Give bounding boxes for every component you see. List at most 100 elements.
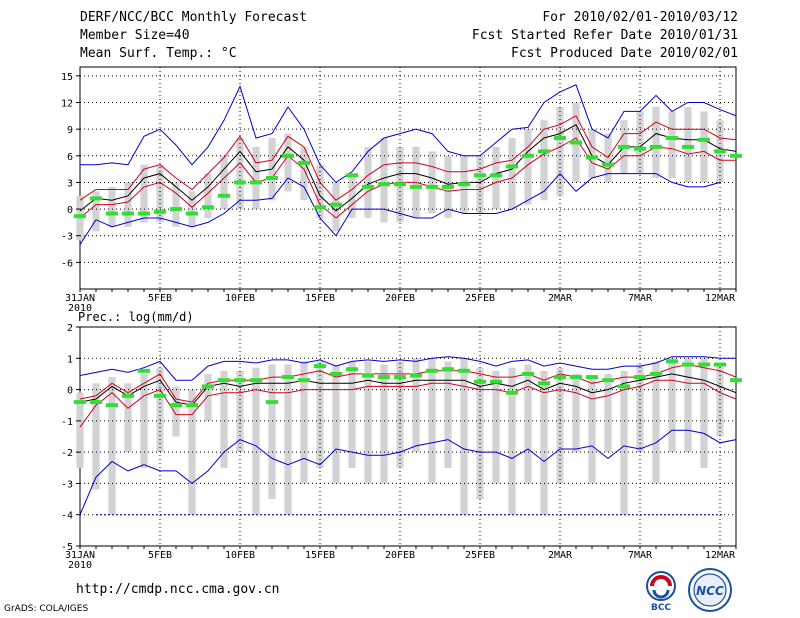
observed-mark [410, 184, 422, 189]
observed-mark [602, 162, 614, 167]
upper-spread-line [79, 363, 737, 403]
observed-mark [74, 214, 86, 219]
observed-mark [138, 211, 150, 216]
observed-mark [90, 196, 102, 201]
observed-mark [570, 375, 582, 380]
x-tick-label: 10FEB [225, 293, 255, 304]
ensemble-bar [172, 182, 180, 227]
ensemble-bar [380, 138, 388, 223]
observed-mark [554, 375, 566, 380]
y-tick-label: -3 [61, 479, 73, 490]
ensemble-bar [412, 358, 420, 453]
observed-mark [106, 211, 118, 216]
observed-mark [202, 384, 214, 389]
observed-mark [570, 140, 582, 145]
observed-mark [426, 368, 438, 373]
ensemble-bar [604, 373, 612, 453]
observed-mark [74, 400, 86, 405]
observed-mark [682, 362, 694, 367]
y-tick-label: -5 [61, 542, 73, 553]
ensemble-bar [300, 361, 308, 484]
ensemble-bar [364, 361, 372, 484]
observed-mark [282, 153, 294, 158]
y-tick-label: 12 [61, 99, 73, 110]
x-tick-label: 10FEB [225, 550, 255, 561]
observed-mark [618, 384, 630, 389]
ensemble-bar [572, 373, 580, 453]
observed-mark [602, 378, 614, 383]
y-tick-label: 2 [67, 323, 73, 334]
observed-mark [330, 202, 342, 207]
observed-mark [682, 144, 694, 149]
ensemble-bar [220, 370, 228, 468]
plot-frame [79, 66, 737, 290]
observed-mark [330, 371, 342, 376]
y-tick-label: 15 [61, 72, 73, 83]
observed-mark [362, 373, 374, 378]
y-tick-label: -3 [61, 232, 73, 243]
ensemble-bar [124, 182, 132, 227]
observed-mark [442, 367, 454, 372]
observed-mark [362, 184, 374, 189]
observed-mark [234, 180, 246, 185]
observed-mark [538, 149, 550, 154]
observed-mark [474, 379, 486, 384]
observed-mark [666, 359, 678, 364]
ensemble-bar [636, 111, 644, 174]
x-tick-label: 15FEB [305, 293, 335, 304]
ensemble-bar [684, 106, 692, 183]
observed-mark [314, 364, 326, 369]
observed-mark [506, 164, 518, 169]
min-line [79, 172, 721, 245]
x-tick-label: 20FEB [385, 550, 415, 561]
ensemble-bar [668, 111, 676, 178]
forecast-period: For 2010/02/01-2010/03/12 [542, 10, 738, 25]
max-line [79, 356, 736, 381]
bcc-logo-icon: BCC [646, 571, 676, 612]
ensemble-bar [508, 138, 516, 210]
observed-mark [266, 176, 278, 180]
website-url[interactable]: http://cmdp.ncc.cma.gov.cn [76, 582, 280, 597]
observed-mark [698, 362, 710, 367]
observed-mark [554, 136, 566, 141]
observed-mark [442, 184, 454, 189]
ensemble-bar [204, 373, 212, 421]
ensemble-bar [508, 367, 516, 515]
observed-mark [650, 144, 662, 149]
ensemble-bar [668, 358, 676, 453]
svg-text:BCC: BCC [651, 603, 671, 612]
x-tick-label: 15FEB [305, 550, 335, 561]
ensemble-bar [156, 164, 164, 223]
ensemble-bar [396, 361, 404, 468]
y-tick-label: 0 [67, 386, 73, 397]
observed-mark [170, 207, 182, 212]
observed-mark [202, 205, 214, 210]
ensemble-bar [700, 358, 708, 468]
svg-text:NCC: NCC [696, 584, 724, 598]
observed-mark [410, 373, 422, 378]
ensemble-bar [252, 367, 260, 515]
y-tick-label: 3 [67, 178, 73, 189]
y-tick-label: 1 [67, 354, 73, 365]
chart-title: DERF/NCC/BCC Monthly Forecast [80, 10, 307, 25]
observed-mark [426, 184, 438, 189]
ensemble-bar [556, 367, 564, 484]
ensemble-bar [620, 370, 628, 515]
observed-mark [234, 378, 246, 383]
observed-mark [714, 362, 726, 367]
observed-mark [698, 137, 710, 142]
x-tick-label-year: 2010 [68, 560, 92, 571]
max-line [80, 84, 737, 184]
ensemble-bar [636, 364, 644, 453]
ensemble-bar [156, 367, 164, 453]
observed-mark [458, 368, 470, 373]
x-tick-label: 2MAR [548, 550, 573, 561]
observed-mark [122, 211, 134, 216]
upper-spread-line [79, 115, 737, 201]
ensemble-bar [348, 361, 356, 468]
ensemble-bar [460, 358, 468, 515]
ensemble-bar [332, 364, 340, 484]
x-tick-label: 12MAR [705, 550, 736, 561]
ensemble-bar [316, 361, 324, 468]
